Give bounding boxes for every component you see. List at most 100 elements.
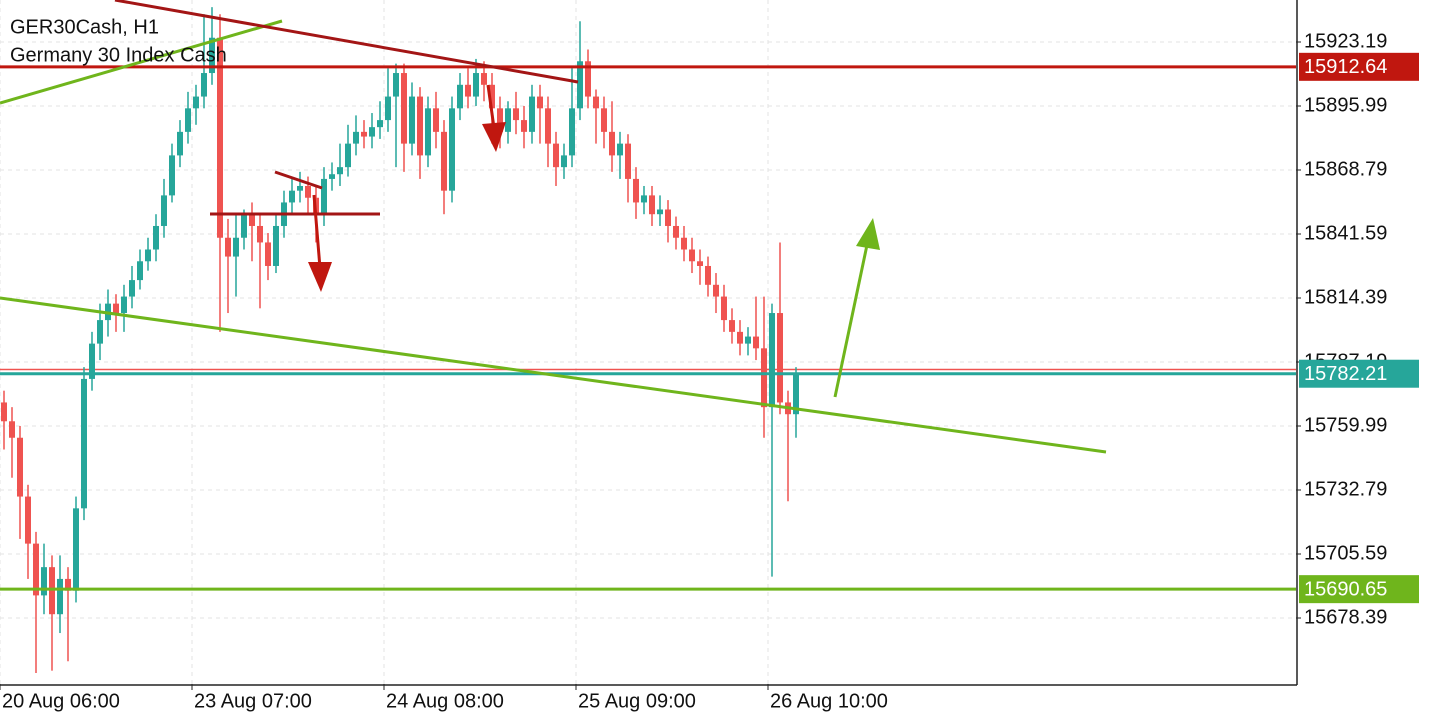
candle-body [769, 313, 775, 408]
candle-body [513, 108, 519, 121]
candle-body [89, 343, 95, 379]
candle-body [481, 73, 487, 85]
arrow-head [308, 262, 332, 292]
candle-body [97, 320, 103, 344]
candle-body [593, 96, 599, 109]
price-label-box [1299, 575, 1419, 604]
candle-body [153, 225, 159, 250]
candle-body [457, 84, 463, 109]
candle-body [505, 108, 511, 132]
candle-body [297, 185, 303, 191]
trend-line [0, 296, 1107, 454]
candle-body [169, 155, 175, 196]
candle-body [473, 73, 479, 97]
y-tick-label: 15814.39 [1304, 286, 1387, 308]
candle-body [793, 373, 799, 415]
candle-body [265, 242, 271, 266]
candle-body [745, 336, 751, 344]
candle-body [73, 508, 79, 591]
trend-line [0, 19, 283, 105]
x-tick-label: 24 Aug 08:00 [386, 690, 504, 712]
candle-body [521, 120, 527, 132]
candle-body [241, 214, 247, 238]
candle-body [25, 496, 31, 544]
candle-body [577, 61, 583, 109]
price-label-box [1299, 52, 1419, 81]
candle-body [425, 108, 431, 156]
trend-line [114, 0, 579, 84]
candle-body [665, 209, 671, 226]
candle-body [753, 336, 759, 349]
candle-body [569, 108, 575, 156]
y-tick-label: 15868.79 [1304, 158, 1387, 180]
y-tick-label: 15732.79 [1304, 478, 1387, 500]
candle-body [161, 195, 167, 226]
candle-body [625, 143, 631, 179]
candle-body [1, 402, 7, 422]
candle-body [217, 37, 223, 238]
price-label-box [1299, 359, 1419, 388]
candle-body [49, 567, 55, 615]
candle-body [129, 280, 135, 297]
candle-body [305, 185, 311, 198]
candle-body [345, 143, 351, 168]
candle-body [177, 131, 183, 156]
candle-body [705, 265, 711, 285]
candle-body [657, 209, 663, 215]
candle-body [601, 108, 607, 132]
y-tick-label: 15923.19 [1304, 30, 1387, 52]
candle-body [553, 143, 559, 168]
price-label: 15912.64 [1304, 56, 1387, 78]
price-label: 15782.21 [1304, 363, 1387, 385]
candle-body [609, 131, 615, 156]
candle-body [193, 96, 199, 109]
candle-body [489, 84, 495, 109]
candle-body [225, 237, 231, 257]
trend-line [274, 170, 323, 190]
candle-body [537, 96, 543, 109]
candle-body [529, 96, 535, 132]
grid [0, 0, 1296, 684]
candle-body [713, 284, 719, 297]
candle-body [777, 313, 783, 403]
candle-body [201, 73, 207, 97]
y-tick-label: 15678.39 [1304, 606, 1387, 628]
candle-body [361, 131, 367, 137]
candle-body [113, 303, 119, 314]
chart-subtitle: Germany 30 Index Cash [10, 44, 227, 66]
candle-body [409, 96, 415, 144]
candle-body [689, 249, 695, 262]
candle-body [737, 331, 743, 344]
price-labels: 15912.64 15690.65 15782.21 [1299, 52, 1419, 604]
candle-body [449, 108, 455, 191]
candle-body [273, 225, 279, 266]
candle-body [377, 120, 383, 128]
candle-body [393, 73, 399, 97]
candle-body [81, 378, 87, 509]
candle-body [585, 61, 591, 97]
y-tick-label: 15759.99 [1304, 414, 1387, 436]
candle-body [289, 190, 295, 203]
candle-body [353, 131, 359, 144]
price-label: 15690.65 [1304, 578, 1387, 600]
x-tick-label: 23 Aug 07:00 [194, 690, 312, 712]
candle-body [137, 261, 143, 281]
candle-body [185, 108, 191, 132]
candle-body [41, 567, 47, 596]
candle-body [17, 437, 23, 497]
arrow [833, 244, 869, 398]
candle-body [545, 108, 551, 144]
chart-title: GER30Cash, H1 [10, 16, 159, 38]
candle-body [681, 237, 687, 250]
x-tick-label: 20 Aug 06:00 [2, 690, 120, 712]
candle-body [401, 73, 407, 144]
candle-body [633, 178, 639, 203]
y-tick-label: 15895.99 [1304, 94, 1387, 116]
candles [0, 7, 1296, 674]
candle-body [145, 249, 151, 262]
candle-body [465, 84, 471, 97]
x-tick-label: 26 Aug 10:00 [770, 690, 888, 712]
candle-body [729, 320, 735, 332]
